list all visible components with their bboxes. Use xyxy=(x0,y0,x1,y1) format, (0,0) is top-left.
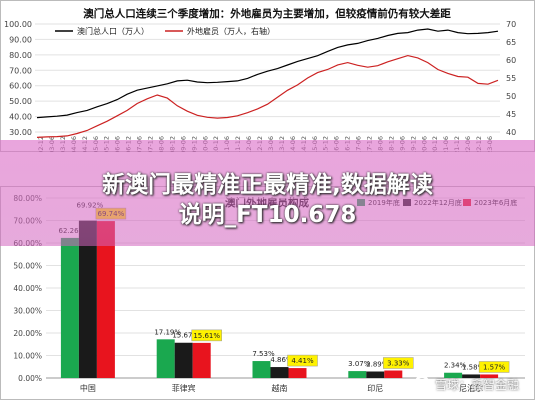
series-line xyxy=(36,54,499,138)
data-label-highlight xyxy=(287,354,318,367)
population-line-chart: 澳门总人口连续三个季度增加：外地雇员为主要增加，但较疫情前仍有较大差距 30.00… xyxy=(0,0,535,163)
headline-title: 新澳门最精准正最精准,数据解读 说明_FT10.678 xyxy=(0,170,535,230)
right-axis-tick-label: 50 xyxy=(506,92,516,101)
bar xyxy=(156,339,175,378)
y-axis-tick-label: 0.00% xyxy=(18,374,42,383)
headline-line-2: 说明_FT10.678 xyxy=(178,202,357,228)
data-label: 7.53% xyxy=(252,350,275,358)
series-line xyxy=(36,28,499,119)
right-axis-tick-label: 70 xyxy=(506,20,516,29)
population-chart-panel: 澳门总人口连续三个季度增加：外地雇员为主要增加，但较疫情前仍有较大差距 30.00… xyxy=(0,0,535,163)
data-label-highlight xyxy=(191,329,222,342)
category-label: 越南 xyxy=(272,383,288,393)
right-axis-tick-label: 40 xyxy=(506,128,516,137)
category-label: 印尼 xyxy=(367,384,383,393)
bar xyxy=(96,221,115,378)
bar xyxy=(384,370,403,378)
bar xyxy=(192,342,211,378)
data-label: 2.34% xyxy=(444,362,467,370)
headline-line-1: 新澳门最精准正最精准,数据解读 xyxy=(102,172,433,198)
y-axis-tick-label: 40.00% xyxy=(13,284,42,293)
watermark: 雪球：鑫智金融 xyxy=(412,376,519,394)
data-label-highlight xyxy=(478,361,510,373)
y-axis-tick-label: 30.00% xyxy=(13,307,42,316)
bar xyxy=(60,237,79,378)
bar xyxy=(366,371,385,378)
data-label: 4.41% xyxy=(291,357,314,365)
headline-banner: 新澳门最精准正最精准,数据解读 说明_FT10.678 xyxy=(0,140,535,246)
right-axis-tick-label: 60 xyxy=(506,56,516,65)
legend-label: 外地雇员（万人，右轴） xyxy=(187,26,275,36)
snowball-logo-icon xyxy=(412,376,431,394)
right-axis-tick-label: 45 xyxy=(506,110,516,119)
left-axis-tick-label: 100.00 xyxy=(4,20,32,29)
data-label: 1.57% xyxy=(483,363,506,371)
data-label: 17.19% xyxy=(154,328,181,336)
right-axis-tick-label: 55 xyxy=(506,74,516,83)
legend-label: 澳门总人口（万人） xyxy=(77,26,149,36)
y-axis-tick-label: 20.00% xyxy=(13,329,42,338)
y-axis-tick-label: 10.00% xyxy=(13,352,42,361)
data-label: 3.07% xyxy=(348,360,371,368)
data-label: 2.89% xyxy=(366,360,389,368)
left-axis-tick-label: 70.00 xyxy=(9,66,32,75)
left-axis-tick-label: 40.00 xyxy=(9,113,32,122)
bar xyxy=(444,372,463,378)
data-label: 15.67% xyxy=(172,332,199,340)
category-label: 菲律宾 xyxy=(172,383,196,393)
watermark-text: 雪球：鑫智金融 xyxy=(434,377,519,392)
data-label: 4.86% xyxy=(270,356,293,364)
left-axis-tick-label: 60.00 xyxy=(9,82,32,91)
bar xyxy=(348,371,367,378)
right-axis-tick-label: 65 xyxy=(506,38,516,47)
bar xyxy=(480,374,499,378)
bar xyxy=(174,342,193,378)
data-label: 3.33% xyxy=(387,360,410,368)
bar xyxy=(270,367,289,378)
bar xyxy=(78,220,97,378)
data-label: 15.61% xyxy=(193,332,220,340)
chart-frame xyxy=(0,0,535,152)
chart-title: 澳门总人口连续三个季度增加：外地雇员为主要增加，但较疫情前仍有较大差距 xyxy=(83,7,451,20)
bar xyxy=(288,368,307,378)
left-axis-tick-label: 50.00 xyxy=(9,97,32,106)
y-axis-tick-label: 50.00% xyxy=(13,262,42,271)
bar xyxy=(462,374,481,378)
data-label: 1.58% xyxy=(462,363,485,371)
left-axis-tick-label: 80.00 xyxy=(9,51,32,60)
category-label: 中国 xyxy=(80,383,96,393)
bar xyxy=(252,361,271,378)
data-label-highlight xyxy=(383,357,414,369)
left-axis-tick-label: 30.00 xyxy=(9,128,32,137)
category-label: 尼泊尔 xyxy=(459,383,483,393)
left-axis-tick-label: 90.00 xyxy=(9,35,32,44)
